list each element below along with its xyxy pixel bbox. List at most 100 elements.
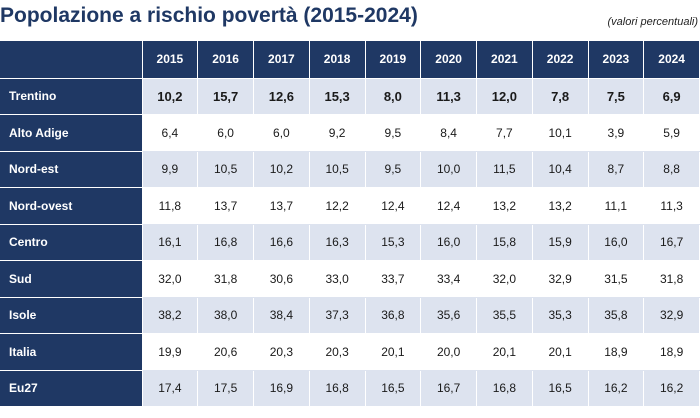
value-cell: 18,9	[643, 333, 700, 371]
table-row: Alto Adige 6,4 6,0 6,0 9,2 9,5 8,4 7,7 10,1 3,9 5,…	[0, 114, 700, 152]
value-cell: 11,1	[588, 187, 645, 225]
value-cell: 12,4	[365, 187, 422, 225]
value-cell: 20,6	[197, 333, 254, 371]
value-cell: 20,1	[532, 333, 589, 371]
value-cell: 13,2	[532, 187, 589, 225]
value-cell: 17,4	[142, 370, 199, 407]
value-cell: 16,0	[588, 224, 645, 261]
value-cell: 19,9	[142, 333, 199, 371]
poverty-risk-table: 2015 2016 2017 2018 2019 2020 2021 2022 …	[0, 41, 700, 407]
page-title: Popolazione a rischio povertà (2015-2024…	[0, 4, 418, 27]
value-cell: 20,0	[420, 333, 477, 371]
value-cell: 33,4	[420, 260, 477, 298]
value-cell: 9,5	[365, 114, 422, 152]
row-label: Eu27	[0, 370, 143, 407]
value-cell: 16,8	[197, 224, 254, 261]
value-cell: 16,0	[420, 224, 477, 261]
value-cell: 20,1	[476, 333, 533, 371]
value-cell: 16,5	[365, 370, 422, 407]
value-cell: 16,2	[588, 370, 645, 407]
table-row: Eu27 17,4 17,5 16,9 16,8 16,5 16,7 16,8 16,5 16,2…	[0, 370, 700, 407]
value-cell: 15,3	[365, 224, 422, 261]
value-cell: 16,7	[643, 224, 700, 261]
value-cell: 6,0	[197, 114, 254, 152]
value-cell: 12,2	[309, 187, 366, 225]
value-cell: 13,7	[197, 187, 254, 225]
table-row: Centro 16,1 16,8 16,6 16,3 15,3 16,0 15,8 15,9 16…	[0, 224, 700, 261]
value-cell: 17,5	[197, 370, 254, 407]
value-cell: 32,9	[532, 260, 589, 298]
value-cell: 38,2	[142, 297, 199, 334]
year-header: 2015	[142, 41, 199, 79]
year-header: 2022	[532, 41, 589, 79]
value-cell: 13,2	[476, 187, 533, 225]
value-cell: 35,3	[532, 297, 589, 334]
value-cell: 20,3	[253, 333, 310, 371]
value-cell: 8,4	[420, 114, 477, 152]
value-cell: 10,4	[532, 151, 589, 188]
row-label: Centro	[0, 224, 143, 261]
value-cell: 32,9	[643, 297, 700, 334]
value-cell: 15,8	[476, 224, 533, 261]
value-cell: 11,3	[643, 187, 700, 225]
value-cell: 8,0	[365, 78, 422, 115]
year-header: 2024	[643, 41, 700, 79]
row-label: Isole	[0, 297, 143, 334]
table-row: Sud 32,0 31,8 30,6 33,0 33,7 33,4 32,0 32,9 31,5 3…	[0, 260, 700, 298]
value-cell: 11,5	[476, 151, 533, 188]
value-cell: 3,9	[588, 114, 645, 152]
value-cell: 38,4	[253, 297, 310, 334]
value-cell: 30,6	[253, 260, 310, 298]
value-cell: 13,7	[253, 187, 310, 225]
year-header: 2020	[420, 41, 477, 79]
value-cell: 10,2	[253, 151, 310, 188]
value-cell: 12,4	[420, 187, 477, 225]
units-note: (valori percentuali)	[607, 16, 698, 28]
value-cell: 33,7	[365, 260, 422, 298]
value-cell: 32,0	[476, 260, 533, 298]
value-cell: 36,8	[365, 297, 422, 334]
value-cell: 6,9	[643, 78, 700, 115]
value-cell: 20,3	[309, 333, 366, 371]
value-cell: 12,6	[253, 78, 310, 115]
value-cell: 16,8	[309, 370, 366, 407]
value-cell: 16,3	[309, 224, 366, 261]
value-cell: 7,8	[532, 78, 589, 115]
row-label: Alto Adige	[0, 114, 143, 152]
value-cell: 9,5	[365, 151, 422, 188]
row-label: Trentino	[0, 78, 143, 115]
value-cell: 12,0	[476, 78, 533, 115]
table-row: Isole 38,2 38,0 38,4 37,3 36,8 35,6 35,5 35,3 35,…	[0, 297, 700, 334]
value-cell: 5,9	[643, 114, 700, 152]
value-cell: 33,0	[309, 260, 366, 298]
header-row: 2015 2016 2017 2018 2019 2020 2021 2022 …	[0, 41, 700, 79]
year-header: 2023	[588, 41, 645, 79]
value-cell: 10,5	[309, 151, 366, 188]
value-cell: 7,7	[476, 114, 533, 152]
year-header: 2019	[365, 41, 422, 79]
value-cell: 15,9	[532, 224, 589, 261]
value-cell: 31,8	[643, 260, 700, 298]
value-cell: 32,0	[142, 260, 199, 298]
corner-cell	[0, 41, 143, 79]
value-cell: 16,9	[253, 370, 310, 407]
value-cell: 35,5	[476, 297, 533, 334]
value-cell: 16,5	[532, 370, 589, 407]
value-cell: 6,0	[253, 114, 310, 152]
value-cell: 20,1	[365, 333, 422, 371]
year-header: 2021	[476, 41, 533, 79]
value-cell: 8,7	[588, 151, 645, 188]
value-cell: 9,9	[142, 151, 199, 188]
value-cell: 35,8	[588, 297, 645, 334]
value-cell: 16,2	[643, 370, 700, 407]
value-cell: 31,8	[197, 260, 254, 298]
value-cell: 18,9	[588, 333, 645, 371]
value-cell: 31,5	[588, 260, 645, 298]
value-cell: 16,6	[253, 224, 310, 261]
value-cell: 6,4	[142, 114, 199, 152]
table-row: Nord-ovest 11,8 13,7 13,7 12,2 12,4 12,4 13,2 13…	[0, 187, 700, 225]
value-cell: 37,3	[309, 297, 366, 334]
table-row: Nord-est 9,9 10,5 10,2 10,5 9,5 10,0 11,5 10,4 8,…	[0, 151, 700, 188]
row-label: Nord-est	[0, 151, 143, 188]
value-cell: 16,7	[420, 370, 477, 407]
